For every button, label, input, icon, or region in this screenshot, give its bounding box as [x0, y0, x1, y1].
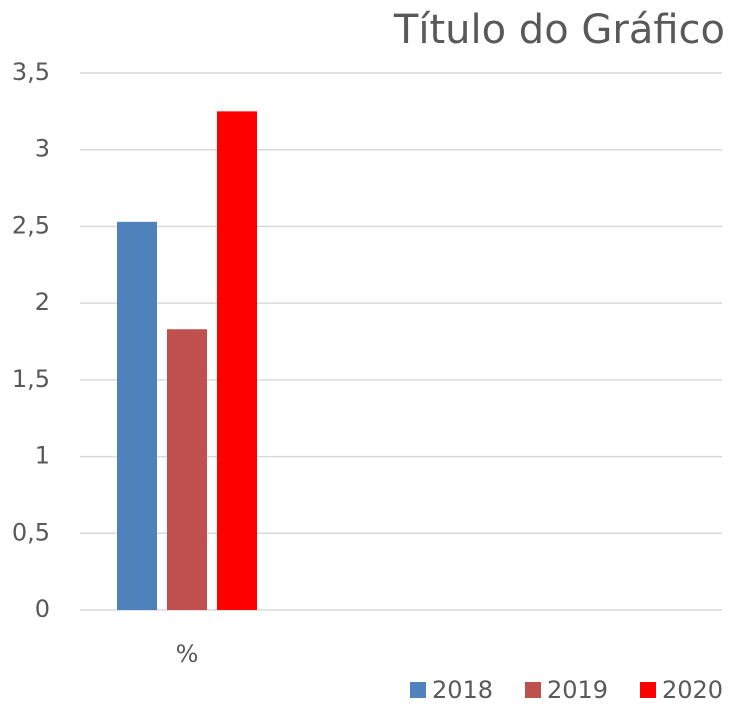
legend-swatch	[640, 682, 656, 698]
legend-label: 2019	[547, 676, 608, 704]
y-tick-label: 3	[35, 135, 50, 163]
chart-title: Título do Gráfico	[393, 7, 725, 53]
y-tick-label: 0	[35, 595, 50, 623]
y-tick-label: 2,5	[12, 211, 50, 239]
legend-swatch	[525, 682, 541, 698]
legend-swatch	[410, 682, 426, 698]
x-tick-label: %	[176, 640, 199, 668]
bar	[167, 329, 207, 610]
y-tick-label: 0,5	[12, 518, 50, 546]
bar	[217, 111, 257, 610]
y-tick-label: 3,5	[12, 58, 50, 86]
legend-label: 2020	[662, 676, 723, 704]
legend-label: 2018	[432, 676, 493, 704]
y-tick-label: 2	[35, 288, 50, 316]
bar	[117, 221, 157, 610]
y-tick-label: 1,5	[12, 365, 50, 393]
y-tick-label: 1	[35, 442, 50, 470]
